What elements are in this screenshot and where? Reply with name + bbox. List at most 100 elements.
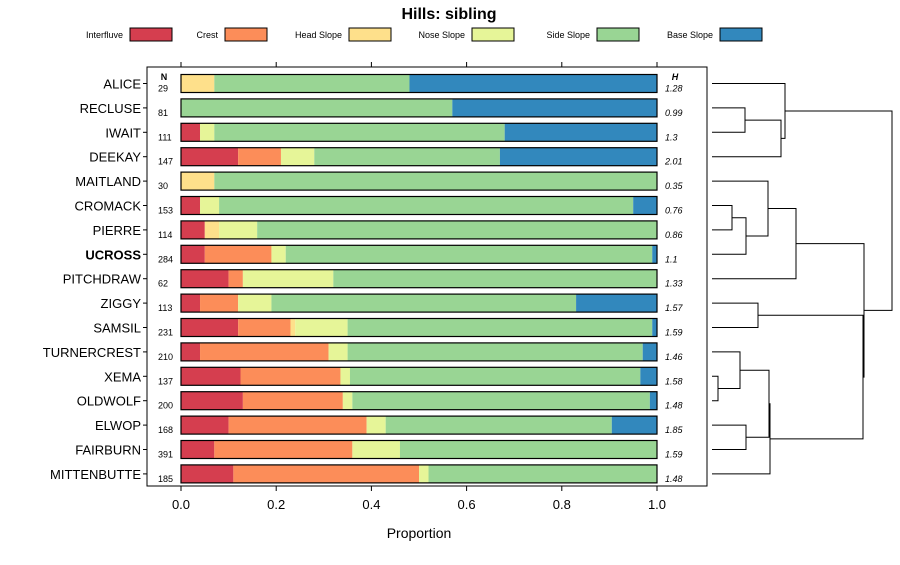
row-h-elwop: 1.85 [665, 425, 684, 435]
dendrogram-branch [712, 119, 782, 158]
dendrogram-branch [758, 314, 864, 440]
bar-segment-xema-crest [240, 367, 341, 386]
bar-segment-samsil-interfluve [181, 318, 239, 337]
bar-segment-oldwolf-crest [242, 391, 343, 410]
x-tick-label: 1.0 [648, 497, 666, 512]
bar-segment-mittenbutte-nose-slope [419, 464, 429, 483]
bar-segment-ucross-side-slope [285, 245, 653, 264]
bar-segment-xema-base-slope [640, 367, 657, 386]
bar-segment-deekay-interfluve [181, 147, 239, 166]
row-label-elwop: ELWOP [95, 418, 141, 433]
bar-segment-alice-side-slope [214, 74, 410, 93]
bar-outline-ucross [180, 244, 658, 264]
row-n-ucross: 284 [158, 254, 173, 264]
bar-segment-fairburn-interfluve [181, 440, 215, 459]
row-label-deekay: DEEKAY [89, 150, 141, 165]
dendrogram-branch [712, 83, 786, 139]
row-label-ucross: UCROSS [85, 247, 141, 262]
row-n-samsil: 231 [158, 328, 173, 338]
row-label-fairburn: FAIRBURN [75, 443, 141, 458]
bar-rows: ALICE 29 1.28 RECLUSE 81 0.99 IWAIT 111 1.3 DEEKA… [43, 73, 684, 484]
row-n-pierre: 114 [158, 230, 172, 240]
bar-segment-mittenbutte-side-slope [428, 464, 657, 483]
bar-segment-fairburn-crest [214, 440, 353, 459]
bar-segment-turnercrest-interfluve [181, 342, 201, 361]
bar-segment-xema-nose-slope [340, 367, 350, 386]
bar-segment-cromack-nose-slope [200, 196, 220, 215]
x-tick-label: 0.0 [172, 497, 190, 512]
bar-outline-pierre [180, 220, 658, 240]
bar-segment-turnercrest-side-slope [347, 342, 643, 361]
bar-outline-maitland [180, 171, 658, 191]
bar-segment-elwop-base-slope [611, 416, 657, 435]
row-h-oldwolf: 1.48 [665, 401, 683, 411]
bar-segment-mittenbutte-interfluve [181, 464, 234, 483]
x-tick-label: 0.6 [458, 497, 476, 512]
legend-swatch-side-slope [596, 27, 640, 42]
legend-label-crest: Crest [196, 30, 218, 40]
bar-outline-ziggy [180, 293, 658, 313]
row-n-iwait: 111 [158, 132, 172, 142]
row-h-recluse: 0.99 [665, 108, 683, 118]
row-h-mittenbutte: 1.48 [665, 474, 683, 484]
bar-segment-ziggy-base-slope [576, 294, 657, 313]
legend: Interfluve Crest Head Slope Nose Slope Side … [86, 27, 763, 42]
bar-segment-ziggy-nose-slope [238, 294, 272, 313]
bar-segment-maitland-side-slope [214, 172, 657, 191]
bar-segment-samsil-nose-slope [295, 318, 348, 337]
row-h-samsil: 1.59 [665, 328, 683, 338]
bar-segment-pierre-interfluve [181, 220, 205, 239]
row-h-turnercrest: 1.46 [665, 352, 683, 362]
row-label-iwait: IWAIT [105, 125, 141, 140]
dendrogram-branch [712, 180, 769, 237]
dendrogram-branch [712, 205, 733, 231]
row-n-recluse: 81 [158, 108, 168, 118]
bar-outline-pitchdraw [180, 269, 658, 289]
bar-segment-samsil-crest [238, 318, 291, 337]
bar-segment-elwop-side-slope [385, 416, 612, 435]
bar-segment-cromack-base-slope [633, 196, 657, 215]
row-label-recluse: RECLUSE [80, 101, 142, 116]
row-n-fairburn: 391 [158, 450, 173, 460]
dendrogram-branch [712, 375, 719, 402]
bar-outline-cromack [180, 195, 658, 216]
row-label-pitchdraw: PITCHDRAW [63, 272, 142, 287]
dendrogram-branch [712, 302, 759, 328]
dendrogram-branch [712, 424, 747, 450]
row-label-ziggy: ZIGGY [101, 296, 142, 311]
bar-segment-xema-interfluve [181, 367, 241, 386]
bar-segment-samsil-head-slope [290, 318, 296, 337]
n-header: N [161, 72, 168, 82]
row-label-samsil: SAMSIL [93, 321, 141, 336]
x-axis-label: Proportion [387, 525, 452, 541]
bar-segment-pitchdraw-side-slope [333, 269, 657, 288]
bar-segment-iwait-side-slope [214, 123, 505, 142]
dendrogram-branch [712, 351, 741, 389]
bar-outline-elwop [180, 415, 658, 435]
legend-swatch-interfluve [129, 27, 173, 42]
dendrogram-branch [712, 403, 771, 475]
legend-label-interfluve: Interfluve [86, 30, 123, 40]
x-tick-label: 0.4 [362, 497, 380, 512]
bar-outline-mittenbutte [180, 464, 658, 484]
bar-segment-deekay-nose-slope [280, 147, 315, 166]
row-label-mittenbutte: MITTENBUTTE [50, 467, 141, 482]
bar-segment-oldwolf-nose-slope [342, 391, 353, 410]
row-h-xema: 1.58 [665, 376, 683, 386]
bar-segment-elwop-interfluve [181, 416, 229, 435]
bar-outline-deekay [180, 147, 658, 167]
bar-segment-fairburn-nose-slope [352, 440, 400, 459]
row-label-oldwolf: OLDWOLF [77, 394, 141, 409]
row-n-xema: 137 [158, 376, 173, 386]
h-header: H [672, 72, 679, 82]
row-h-fairburn: 1.59 [665, 450, 683, 460]
bar-outline-samsil [180, 317, 658, 338]
bar-outline-recluse [180, 98, 658, 118]
row-h-iwait: 1.3 [665, 132, 678, 142]
bar-segment-iwait-interfluve [181, 123, 201, 142]
row-h-pierre: 0.86 [665, 230, 683, 240]
row-n-ziggy: 113 [158, 303, 172, 313]
bar-segment-mittenbutte-crest [233, 464, 419, 483]
row-h-cromack: 0.76 [665, 206, 683, 216]
